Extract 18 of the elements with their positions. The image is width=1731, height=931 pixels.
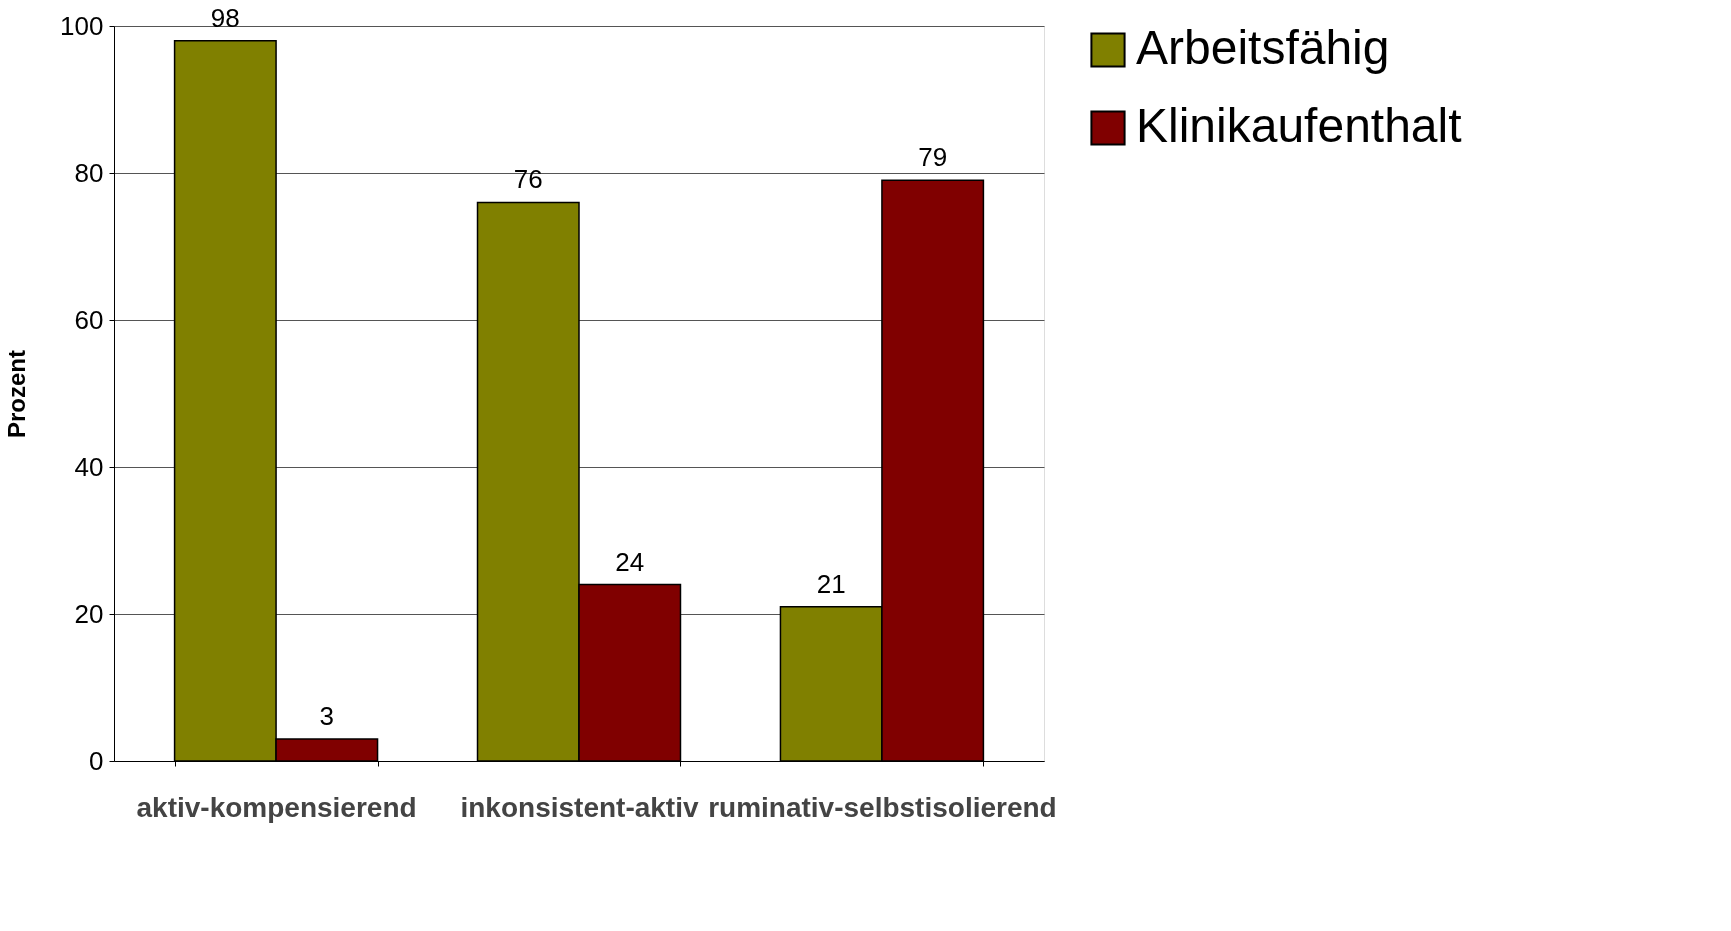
y-tick-label: 40: [74, 451, 104, 482]
x-tick-label: ruminativ-selbstisolierend: [708, 791, 1057, 823]
data-label: 3: [319, 700, 335, 731]
y-tick-label: 100: [60, 10, 104, 41]
y-tick-label: 20: [74, 598, 104, 629]
y-tick-label: 80: [74, 157, 104, 188]
data-label: 79: [918, 142, 948, 173]
data-label: 76: [513, 164, 543, 195]
x-tick-label: inkonsistent-aktiv: [460, 791, 699, 823]
data-label: 24: [615, 546, 645, 577]
legend-label: Klinikaufenthalt: [1136, 99, 1462, 152]
y-tick-label: 60: [74, 304, 104, 335]
y-axis-title: Prozent: [3, 349, 31, 439]
legend-label: Arbeitsfähig: [1136, 21, 1390, 74]
data-label: 98: [210, 2, 240, 33]
x-tick-label: aktiv-kompensierend: [136, 791, 417, 823]
data-label: 21: [816, 568, 846, 599]
y-tick-label: 0: [89, 745, 104, 776]
